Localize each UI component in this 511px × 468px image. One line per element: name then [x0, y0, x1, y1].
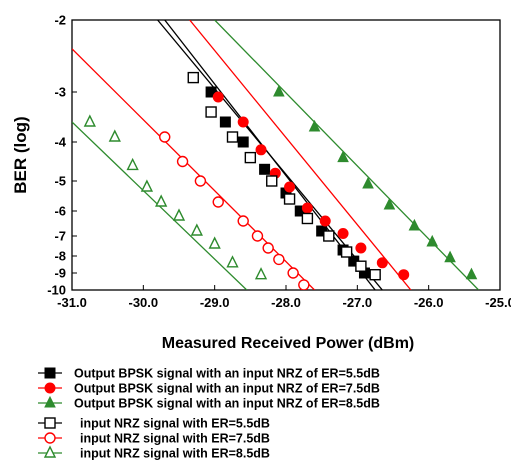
plot-area [71, 19, 501, 291]
data-point-series-3 [465, 267, 478, 280]
data-point-series-6 [126, 157, 139, 171]
data-point-series-2 [319, 215, 331, 227]
legend-item: input NRZ signal with ER=7.5dB [38, 432, 270, 446]
data-point-series-6 [190, 223, 203, 236]
legend: Output BPSK signal with an input NRZ of … [38, 367, 380, 461]
data-point-series-5 [262, 242, 274, 254]
legend-item: Output BPSK signal with an input NRZ of … [38, 382, 380, 396]
data-point-series-6 [254, 267, 268, 280]
x-tick-label: -28.0 [271, 295, 301, 310]
data-point-series-6 [140, 179, 154, 192]
data-point-series-5 [287, 267, 299, 279]
legend-label: Output BPSK signal with an input NRZ of … [74, 367, 380, 381]
data-point-series-4 [369, 269, 381, 281]
data-point-series-2 [237, 116, 249, 128]
y-tick-label: -10 [47, 283, 66, 298]
data-point-series-3 [383, 197, 396, 210]
legend-label: Output BPSK signal with an input NRZ of … [74, 397, 380, 411]
legend-label: input NRZ signal with ER=7.5dB [80, 432, 270, 446]
data-point-series-6 [108, 129, 121, 142]
legend-marker [44, 395, 56, 408]
data-point-series-4 [301, 212, 314, 225]
x-axis-label: Measured Received Power (dBm) [162, 335, 415, 352]
x-tick-label: -27.0 [343, 295, 373, 310]
data-point-series-3 [408, 218, 421, 231]
data-point-series-2 [337, 228, 349, 239]
data-point-series-5 [212, 196, 224, 208]
y-tick-label: -3 [54, 85, 66, 100]
data-point-series-2 [284, 181, 296, 193]
data-point-series-4 [355, 260, 367, 272]
data-point-series-5 [237, 215, 249, 227]
legend-item: input NRZ signal with ER=8.5dB [38, 445, 270, 461]
data-point-series-4 [340, 246, 353, 258]
y-tick-label: -7 [54, 229, 66, 244]
data-point-series-5 [194, 175, 207, 187]
x-tick-label: -31.0 [57, 295, 87, 310]
data-point-series-2 [255, 144, 267, 156]
y-tick-label: -4 [54, 135, 66, 150]
data-point-series-4 [226, 131, 239, 143]
data-point-series-3 [337, 150, 349, 163]
legend-marker [44, 367, 56, 379]
data-point-series-2 [212, 91, 224, 103]
data-point-series-3 [444, 250, 456, 263]
plot-frame [71, 19, 501, 291]
data-point-series-4 [323, 230, 335, 242]
data-point-series-2 [376, 257, 388, 269]
legend-label: Output BPSK signal with an input NRZ of … [74, 382, 380, 396]
fit-line-series-5 [72, 48, 315, 290]
data-point-series-6 [226, 255, 239, 268]
data-point-series-1 [259, 163, 271, 175]
y-axis-label: BER (log) [11, 116, 30, 193]
data-point-series-2 [398, 269, 410, 281]
data-point-series-5 [159, 131, 171, 143]
x-tick-label: -29.0 [200, 295, 230, 310]
data-point-series-2 [301, 202, 313, 214]
x-tick-label: -30.0 [129, 295, 159, 310]
y-tick-label: -9 [54, 266, 66, 281]
data-point-series-3 [273, 84, 285, 97]
y-tick-label: -2 [54, 13, 66, 28]
x-tick-label: -26.0 [414, 295, 444, 310]
legend-label: input NRZ signal with ER=5.5dB [80, 417, 270, 431]
data-point-series-4 [205, 106, 217, 118]
y-tick-label: -8 [54, 249, 66, 264]
data-point-series-4 [187, 71, 199, 84]
data-point-series-6 [155, 194, 168, 207]
fit-line-series-2 [189, 20, 412, 290]
data-point-series-6 [83, 114, 96, 127]
data-point-series-3 [308, 119, 321, 132]
data-point-series-4 [283, 193, 296, 205]
y-tick-label: -5 [54, 174, 66, 189]
y-tick-label: -6 [54, 204, 66, 219]
legend-item: Output BPSK signal with an input NRZ of … [38, 367, 380, 381]
data-point-series-6 [172, 208, 186, 221]
data-point-series-5 [298, 279, 310, 290]
legend-item: Output BPSK signal with an input NRZ of … [38, 395, 380, 411]
legend-marker [44, 382, 56, 394]
legend-item: input NRZ signal with ER=5.5dB [38, 417, 270, 431]
data-point-series-5 [176, 155, 189, 168]
data-point-series-4 [266, 175, 278, 187]
legend-marker [44, 432, 56, 444]
data-point-series-3 [362, 176, 374, 189]
data-point-series-5 [273, 253, 285, 266]
x-tick-label: -25.0 [485, 295, 511, 310]
legend-marker [43, 445, 57, 458]
data-point-series-3 [426, 234, 439, 247]
data-point-series-2 [355, 242, 367, 254]
legend-label: input NRZ signal with ER=8.5dB [80, 447, 270, 461]
legend-marker [44, 417, 56, 429]
data-point-series-1 [237, 136, 249, 148]
data-point-series-1 [219, 116, 231, 128]
data-point-series-4 [244, 151, 257, 164]
data-point-series-5 [251, 230, 264, 242]
data-point-series-6 [208, 236, 221, 249]
